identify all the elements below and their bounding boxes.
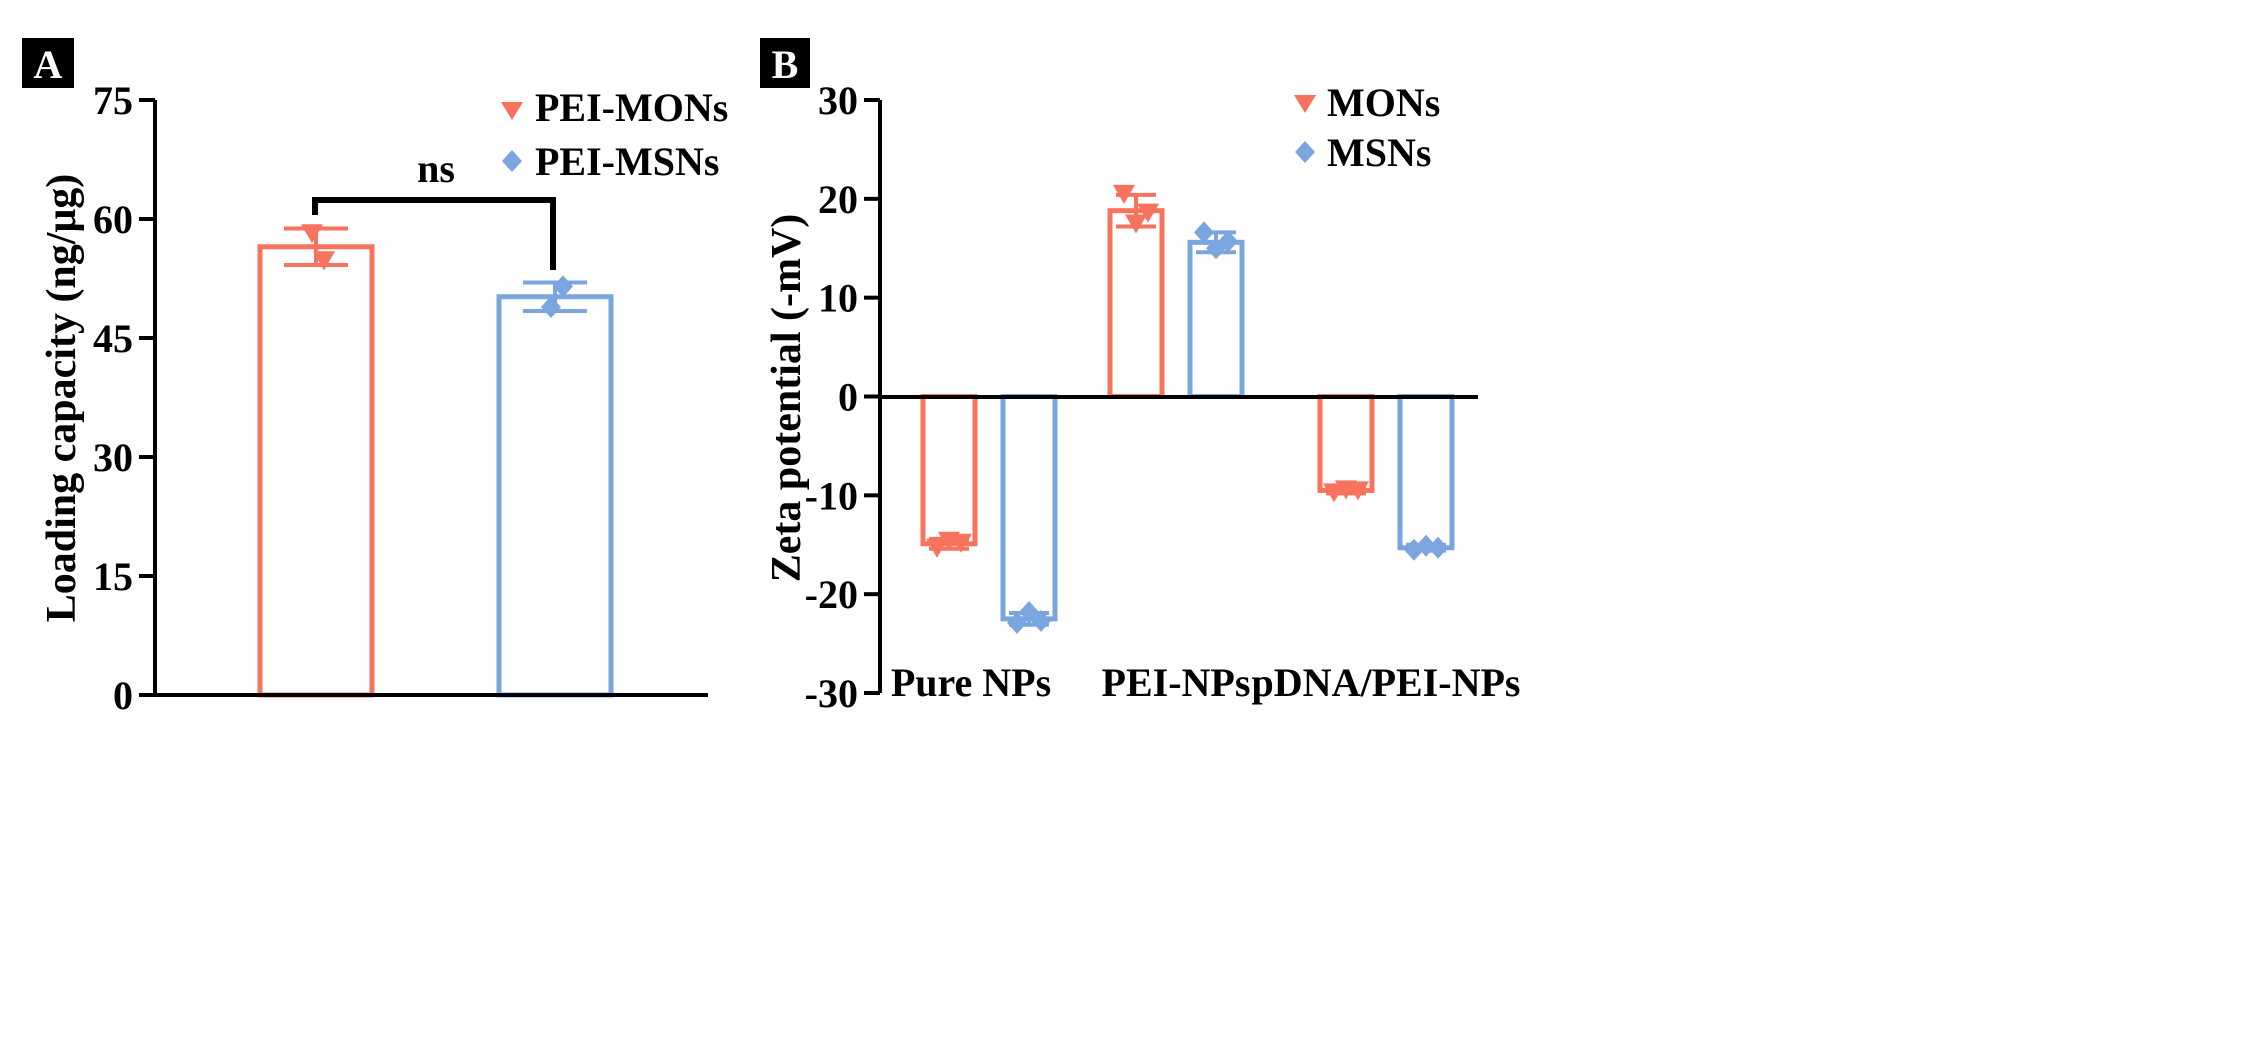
panel-b-legend-item-msns: MSNs	[1327, 130, 1431, 175]
panel-a-label-box	[22, 38, 74, 88]
panel-b-bar	[1187, 239, 1245, 399]
legend-diamond-icon	[502, 150, 522, 172]
panel-a-y-ticks: 0 15 30 45 60 75	[93, 78, 155, 718]
panel-a-significance-bracket	[312, 197, 556, 270]
panel-b-y-tick-label: 0	[838, 375, 858, 420]
panel-a-point	[313, 251, 335, 271]
panel-a-legend-item-pei-mons: PEI-MONs	[535, 85, 728, 130]
panel-a-bar	[496, 294, 614, 698]
panel-b-bar	[1397, 394, 1455, 551]
panel-b-point	[1113, 184, 1135, 204]
panel-b-x-labels: Pure NPs PEI-NPs pDNA/PEI-NPs	[891, 660, 1521, 705]
panel-b-legend: MONs MSNs	[1294, 80, 1440, 175]
panel-b-point	[1218, 230, 1238, 253]
panel-b-bar	[920, 394, 978, 547]
panel-a-y-tick-label: 15	[93, 554, 133, 599]
panel-a-point	[301, 224, 323, 244]
panel-b-point	[926, 538, 948, 558]
panel-b-x-label: Pure NPs	[891, 660, 1051, 705]
panel-b-point	[1347, 481, 1369, 501]
legend-triangle-down-icon	[1294, 95, 1316, 113]
panel-b-bar	[1317, 394, 1375, 493]
panel-b-ylabel: Zeta potential (-mV)	[764, 214, 810, 583]
panel-a-bar	[257, 244, 375, 698]
panel-a-point	[541, 296, 561, 319]
panel-a-ylabel: Loading capacity (ng/μg)	[39, 174, 85, 623]
panel-b: B Zeta potential (-mV) 3020100-10-20-30 …	[760, 38, 1520, 716]
panel-a-bars	[257, 244, 614, 698]
panel-b-point	[1194, 221, 1214, 244]
panel-a-significance-label: ns	[417, 146, 455, 191]
panel-b-point	[1416, 534, 1436, 557]
panel-b-point	[1031, 609, 1051, 632]
panel-a-legend: PEI-MONs PEI-MSNs	[501, 85, 728, 184]
panel-b-y-tick-label: -10	[805, 473, 858, 518]
panel-b-y-tick-label: 10	[818, 276, 858, 321]
panel-b-x-label: pDNA/PEI-NPs	[1252, 660, 1521, 705]
legend-diamond-icon	[1295, 141, 1315, 163]
panel-a-y-tick-label: 0	[113, 673, 133, 718]
panel-b-point	[1428, 536, 1448, 559]
panel-b-label: B	[772, 42, 799, 87]
panel-b-y-tick-label: -20	[805, 572, 858, 617]
panel-b-bar	[1000, 394, 1058, 622]
panel-b-legend-item-mons: MONs	[1327, 80, 1440, 125]
panel-a-legend-item-pei-msns: PEI-MSNs	[535, 139, 719, 184]
panel-a-y-tick-label: 60	[93, 197, 133, 242]
panel-b-label-box	[760, 38, 810, 88]
panel-a-y-tick-label: 30	[93, 435, 133, 480]
legend-triangle-down-icon	[501, 102, 523, 120]
panel-a-y-tick-label: 75	[93, 78, 133, 123]
panel-b-points	[926, 184, 1448, 634]
panel-a-y-tick-label: 45	[93, 316, 133, 361]
panel-b-bar	[1107, 208, 1165, 399]
panel-a-label: A	[34, 42, 63, 87]
panel-b-y-tick-label: 30	[818, 78, 858, 123]
panel-b-point	[1125, 214, 1147, 234]
panel-b-y-ticks: 30 20 10 0 -10 -20 -30	[805, 78, 880, 716]
panel-b-x-label: PEI-NPs	[1102, 660, 1251, 705]
panel-a-point	[553, 275, 573, 298]
panel-b-point	[1007, 611, 1027, 634]
panel-b-y-tick-label: -30	[805, 671, 858, 716]
panel-a: A Loading capacity (ng/μg) 0 15 30 45 60 75 n…	[22, 38, 728, 718]
panel-b-y-tick-label: 20	[818, 177, 858, 222]
panel-b-point	[1019, 600, 1039, 623]
panel-b-point	[950, 533, 972, 553]
panel-b-bars	[920, 208, 1455, 622]
panel-a-points	[301, 224, 573, 319]
panel-b-point	[1137, 203, 1159, 223]
